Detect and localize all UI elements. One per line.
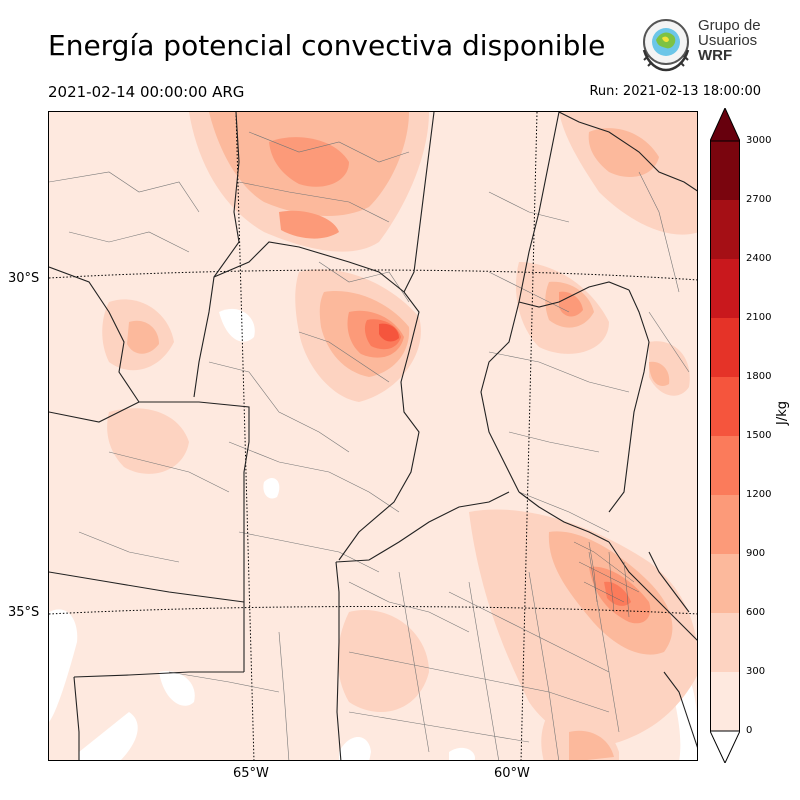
colorbar-tick-label: 2100: [746, 312, 772, 323]
colorbar-tick-label: 0: [746, 725, 753, 736]
colorbar-segment: [710, 672, 740, 731]
valid-time: 2021-02-14 00:00:00 ARG: [48, 83, 245, 101]
logo-line-2: Usuarios: [698, 32, 758, 49]
cape-map: [48, 111, 698, 761]
lat-label-30s: 30°S: [8, 271, 40, 286]
colorbar-unit-label: J/kg: [775, 401, 790, 425]
colorbar-tick-label: 1500: [746, 430, 772, 441]
colorbar-segment: [710, 200, 740, 259]
colorbar-tick-label: 3000: [746, 135, 772, 146]
colorbar-segment: [710, 554, 740, 613]
lon-label-65w: 65°W: [233, 766, 269, 781]
colorbar-tick-label: 2700: [746, 194, 772, 205]
colorbar-segment: [710, 259, 740, 318]
colorbar-tick-label: 600: [746, 607, 766, 618]
wrf-users-logo: Grupo de Usuarios WRF: [638, 16, 768, 72]
colorbar-tick-label: 2400: [746, 253, 772, 264]
lon-label-60w: 60°W: [494, 766, 530, 781]
colorbar-tick-label: 300: [746, 666, 766, 677]
colorbar-segment: [710, 141, 740, 200]
colorbar-extend-low: [710, 730, 740, 763]
colorbar-segment: [710, 495, 740, 554]
colorbar-tick-label: 1200: [746, 489, 772, 500]
colorbar-segment: [710, 436, 740, 495]
lat-label-35s: 35°S: [8, 605, 40, 620]
colorbar-tick-label: 1800: [746, 371, 772, 382]
colorbar-segment: [710, 377, 740, 436]
logo-line-3: WRF: [698, 47, 733, 64]
colorbar-segment: [710, 318, 740, 377]
map-title: Energía potencial convectiva disponible: [48, 29, 606, 62]
logo-line-1: Grupo de: [698, 17, 761, 34]
run-time: Run: 2021-02-13 18:00:00: [589, 84, 761, 99]
colorbar-extend-high: [710, 108, 740, 142]
cape-field: [49, 112, 697, 760]
wrf-emblem-icon: [642, 19, 690, 72]
colorbar-segment: [710, 613, 740, 672]
logo-text: Grupo de Usuarios WRF: [698, 18, 761, 63]
colorbar: [710, 108, 740, 763]
colorbar-tick-label: 900: [746, 548, 766, 559]
